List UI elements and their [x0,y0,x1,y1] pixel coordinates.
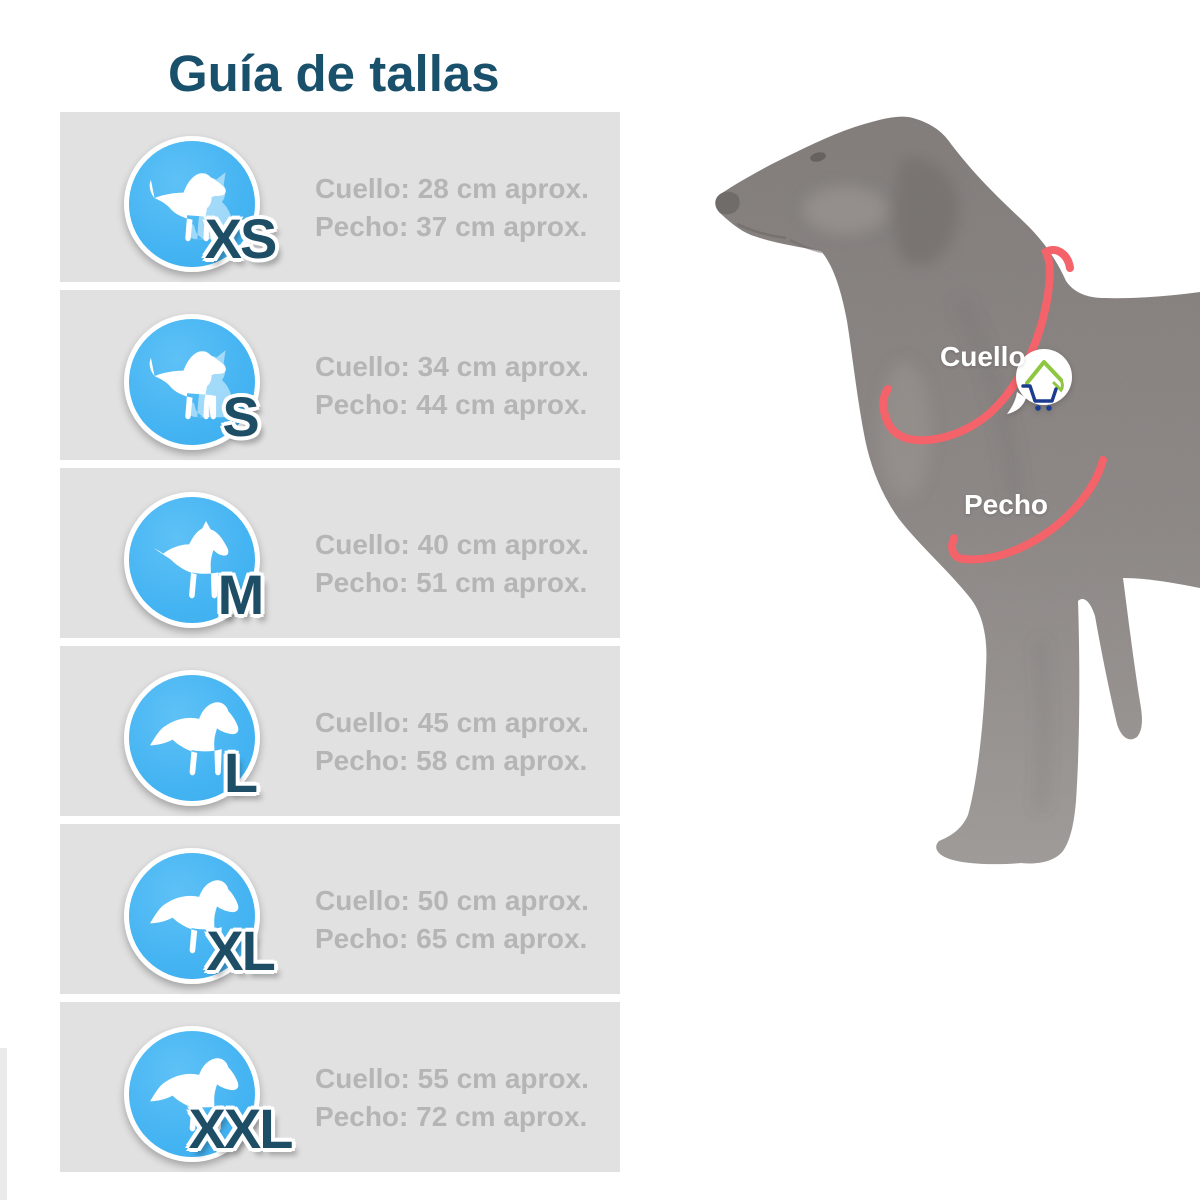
chest-measurement-text: Pecho: 37 cm aprox. [315,211,588,242]
chest-diagram-label: Pecho [964,489,1049,520]
chest-measurement-text: Pecho: 58 cm aprox. [315,745,588,776]
page-edge-artifact [0,1048,7,1200]
dog-ear [893,157,959,266]
size-row-xl: XL Cuello: 50 cm aprox. Pecho: 65 cm apr… [60,824,620,994]
dog-silhouette [715,116,1200,865]
chest-measurement-text: Pecho: 51 cm aprox. [315,567,588,598]
size-label: L [223,741,258,804]
neck-measurement-text: Cuello: 45 cm aprox. [315,707,589,738]
size-icon-badge [124,670,260,806]
neck-measurement-text: Cuello: 34 cm aprox. [315,351,589,382]
size-measurements: Cuello: 45 cm aprox. Pecho: 58 cm aprox. [315,704,589,780]
size-label: S [222,385,259,448]
page-title: Guía de tallas [168,45,500,102]
neck-measurement-text: Cuello: 50 cm aprox. [315,885,589,916]
size-label: M [217,563,265,626]
chest-measurement-text: Pecho: 72 cm aprox. [315,1101,588,1132]
size-measurements: Cuello: 50 cm aprox. Pecho: 65 cm aprox. [315,882,589,958]
size-guide-list: XS Cuello: 28 cm aprox. Pecho: 37 cm apr… [60,112,620,1180]
size-row-s: S Cuello: 34 cm aprox. Pecho: 44 cm apro… [60,290,620,460]
size-icon-badge [124,136,260,272]
size-measurements: Cuello: 28 cm aprox. Pecho: 37 cm aprox. [315,170,589,246]
size-measurements: Cuello: 55 cm aprox. Pecho: 72 cm aprox. [315,1060,589,1136]
size-icon-badge [124,848,260,984]
dog-nose [715,191,740,215]
dog-eye [810,152,826,162]
neck-measurement-text: Cuello: 28 cm aprox. [315,173,589,204]
size-row-m: M Cuello: 40 cm aprox. Pecho: 51 cm apro… [60,468,620,638]
size-row-xxl: XXL Cuello: 55 cm aprox. Pecho: 72 cm ap… [60,1002,620,1172]
chest-measurement-text: Pecho: 44 cm aprox. [315,389,588,420]
size-icon-badge [124,492,260,628]
house-roof-icon [1025,360,1064,393]
neck-diagram-label: Cuello [940,341,1026,372]
size-icon-badge [124,314,260,450]
shopping-cart-icon [1021,384,1058,411]
size-measurements: Cuello: 34 cm aprox. Pecho: 44 cm aprox. [315,348,589,424]
size-label: XL [206,919,276,982]
size-measurements: Cuello: 40 cm aprox. Pecho: 51 cm aprox. [315,526,589,602]
chest-measurement-text: Pecho: 65 cm aprox. [315,923,588,954]
size-row-xs: XS Cuello: 28 cm aprox. Pecho: 37 cm apr… [60,112,620,282]
size-row-l: L Cuello: 45 cm aprox. Pecho: 58 cm apro… [60,646,620,816]
size-icon-badge [124,1026,260,1162]
size-label: XXL [188,1097,294,1160]
neck-measurement-text: Cuello: 55 cm aprox. [315,1063,589,1094]
neck-measurement-text: Cuello: 40 cm aprox. [315,529,589,560]
size-label: XS [204,207,278,270]
